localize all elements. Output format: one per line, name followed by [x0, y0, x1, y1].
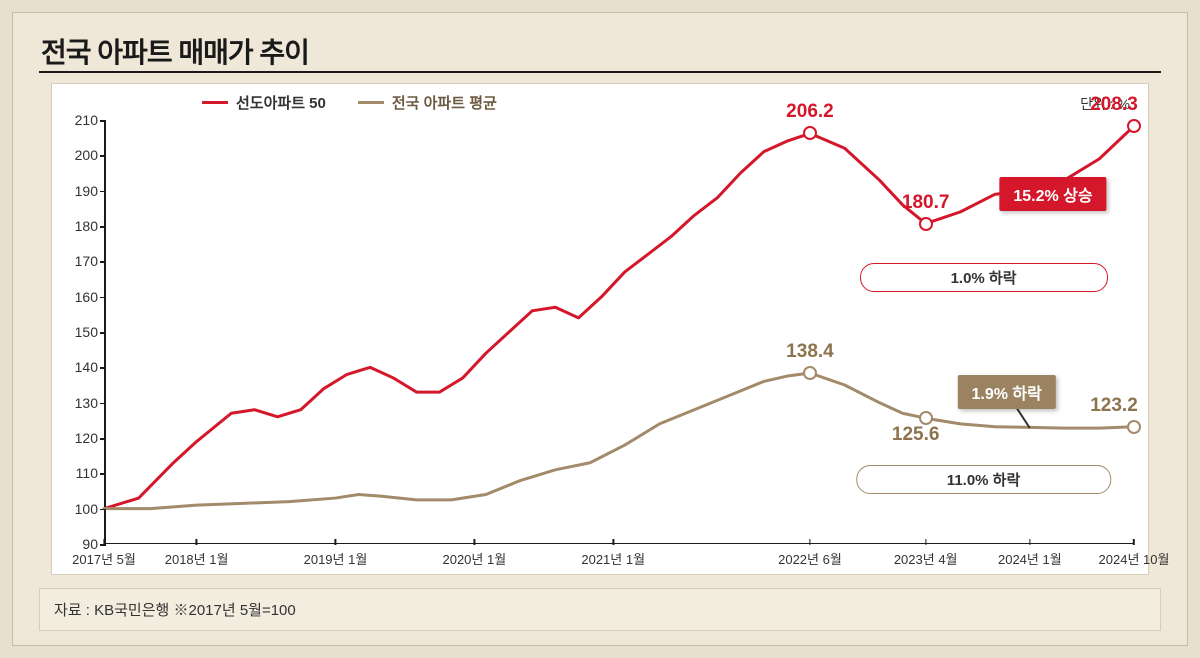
range-pill: 11.0% 하락 [856, 465, 1111, 494]
y-tick: 140 [64, 359, 98, 375]
y-tick: 150 [64, 324, 98, 340]
chart-title: 전국 아파트 매매가 추이 [41, 31, 309, 71]
value-label: 125.6 [892, 424, 940, 446]
x-tick: 2024년 10월 [1099, 549, 1170, 568]
x-tick: 2023년 4월 [894, 549, 958, 568]
legend-item: 선도아파트 50 [202, 92, 326, 113]
y-tick: 200 [64, 147, 98, 163]
y-tick: 130 [64, 395, 98, 411]
y-tick: 110 [64, 465, 98, 481]
legend-label: 선도아파트 50 [236, 92, 326, 113]
range-pill: 1.0% 하락 [860, 263, 1108, 292]
x-tick: 2018년 1월 [165, 549, 229, 568]
y-tick: 210 [64, 112, 98, 128]
data-marker [1127, 119, 1141, 133]
value-label: 180.7 [902, 192, 950, 214]
legend-swatch [358, 101, 384, 104]
series-line [104, 126, 1134, 509]
data-marker [803, 126, 817, 140]
y-tick: 100 [64, 501, 98, 517]
x-tick: 2019년 1월 [304, 549, 368, 568]
y-tick: 190 [64, 183, 98, 199]
legend-swatch [202, 101, 228, 104]
legend: 선도아파트 50 전국 아파트 평균 [202, 92, 497, 113]
data-marker [919, 217, 933, 231]
value-label: 208.3 [1090, 94, 1138, 116]
value-label: 206.2 [786, 101, 834, 123]
data-marker [1127, 420, 1141, 434]
y-tick: 120 [64, 430, 98, 446]
y-tick: 170 [64, 253, 98, 269]
legend-item: 전국 아파트 평균 [358, 92, 497, 113]
callout-box: 15.2% 상승 [999, 177, 1106, 211]
source-note: 자료 : KB국민은행 ※2017년 5월=100 [39, 588, 1161, 631]
title-rule [39, 71, 1161, 73]
legend-label: 전국 아파트 평균 [392, 92, 497, 113]
y-tick: 180 [64, 218, 98, 234]
data-marker [803, 366, 817, 380]
x-tick: 2024년 1월 [998, 549, 1062, 568]
x-tick: 2022년 6월 [778, 549, 842, 568]
data-marker [919, 411, 933, 425]
chart-card: 전국 아파트 매매가 추이 선도아파트 50전국 아파트 평균 단위 : % 9… [12, 12, 1188, 646]
value-label: 123.2 [1090, 395, 1138, 417]
x-tick: 2021년 1월 [581, 549, 645, 568]
plot: 9010011012013014015016017018019020021020… [104, 120, 1134, 544]
y-tick: 160 [64, 289, 98, 305]
x-tick: 2020년 1월 [442, 549, 506, 568]
plot-area: 선도아파트 50전국 아파트 평균 단위 : % 901001101201301… [51, 83, 1149, 575]
callout-box: 1.9% 하락 [958, 375, 1056, 409]
x-tick: 2017년 5월 [72, 549, 136, 568]
value-label: 138.4 [786, 341, 834, 363]
